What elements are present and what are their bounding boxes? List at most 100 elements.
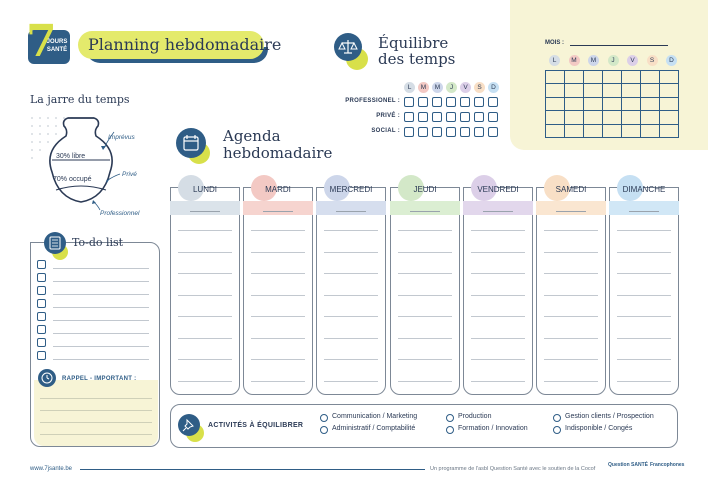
equilibre-checkbox[interactable] [460, 97, 470, 107]
calendar-cell[interactable] [602, 123, 622, 139]
activity-radio[interactable] [320, 426, 328, 434]
agenda-write-line[interactable] [617, 316, 671, 317]
agenda-write-line[interactable] [324, 230, 378, 231]
agenda-write-line[interactable] [398, 251, 452, 253]
calendar-cell[interactable] [621, 123, 641, 139]
agenda-write-line[interactable] [544, 359, 598, 360]
agenda-write-line[interactable] [617, 230, 671, 231]
agenda-day-column[interactable] [243, 187, 313, 395]
todo-line[interactable] [53, 333, 149, 334]
calendar-cell[interactable] [640, 110, 660, 125]
agenda-write-line[interactable] [544, 230, 598, 231]
agenda-write-line[interactable] [324, 337, 378, 339]
agenda-write-line[interactable] [617, 294, 671, 296]
rappel-line[interactable] [40, 410, 152, 411]
agenda-date-line[interactable] [190, 211, 220, 212]
rappel-line[interactable] [40, 398, 152, 399]
calendar-cell[interactable] [545, 110, 565, 125]
agenda-day-column[interactable] [170, 187, 240, 395]
agenda-write-line[interactable] [324, 294, 378, 296]
equilibre-checkbox[interactable] [432, 127, 442, 137]
calendar-cell[interactable] [583, 83, 603, 98]
agenda-write-line[interactable] [471, 230, 525, 231]
equilibre-checkbox[interactable] [446, 127, 456, 137]
calendar-cell[interactable] [545, 123, 565, 139]
agenda-write-line[interactable] [398, 273, 452, 274]
agenda-write-line[interactable] [178, 251, 232, 253]
calendar-cell[interactable] [545, 96, 565, 112]
agenda-write-line[interactable] [471, 337, 525, 339]
agenda-date-line[interactable] [483, 211, 513, 212]
calendar-cell[interactable] [583, 96, 603, 112]
agenda-write-line[interactable] [544, 273, 598, 274]
calendar-cell[interactable] [640, 83, 660, 98]
equilibre-checkbox[interactable] [488, 127, 498, 137]
calendar-cell[interactable] [564, 110, 584, 125]
agenda-write-line[interactable] [471, 380, 525, 382]
agenda-write-line[interactable] [324, 359, 378, 360]
equilibre-checkbox[interactable] [488, 97, 498, 107]
calendar-cell[interactable] [583, 69, 603, 85]
equilibre-checkbox[interactable] [404, 97, 414, 107]
todo-checkbox[interactable] [37, 338, 46, 347]
agenda-write-line[interactable] [324, 316, 378, 317]
agenda-write-line[interactable] [471, 251, 525, 253]
activity-radio[interactable] [320, 414, 328, 422]
calendar-cell[interactable] [659, 110, 679, 125]
calendar-cell[interactable] [583, 123, 603, 139]
activity-radio[interactable] [446, 426, 454, 434]
agenda-write-line[interactable] [544, 380, 598, 382]
agenda-write-line[interactable] [251, 316, 305, 317]
agenda-write-line[interactable] [544, 316, 598, 317]
agenda-write-line[interactable] [324, 380, 378, 382]
agenda-write-line[interactable] [178, 316, 232, 317]
agenda-write-line[interactable] [617, 273, 671, 274]
rappel-line[interactable] [40, 434, 152, 435]
agenda-write-line[interactable] [398, 230, 452, 231]
agenda-date-line[interactable] [629, 211, 659, 212]
calendar-cell[interactable] [564, 123, 584, 139]
calendar-cell[interactable] [564, 83, 584, 98]
calendar-cell[interactable] [640, 69, 660, 85]
agenda-write-line[interactable] [251, 337, 305, 339]
agenda-write-line[interactable] [544, 294, 598, 296]
equilibre-checkbox[interactable] [460, 127, 470, 137]
todo-line[interactable] [53, 307, 149, 308]
calendar-cell[interactable] [545, 69, 565, 85]
equilibre-checkbox[interactable] [446, 112, 456, 122]
calendar-cell[interactable] [659, 96, 679, 112]
calendar-grid[interactable] [545, 69, 679, 139]
todo-line[interactable] [53, 320, 149, 321]
agenda-day-column[interactable] [536, 187, 606, 395]
equilibre-checkbox[interactable] [446, 97, 456, 107]
calendar-cell[interactable] [545, 83, 565, 98]
footer-url[interactable]: www.7jsante.be [30, 466, 73, 472]
activity-radio[interactable] [553, 414, 561, 422]
calendar-cell[interactable] [640, 123, 660, 139]
agenda-write-line[interactable] [251, 359, 305, 360]
equilibre-checkbox[interactable] [418, 97, 428, 107]
todo-checkbox[interactable] [37, 273, 46, 282]
todo-checkbox[interactable] [37, 312, 46, 321]
mois-field-line[interactable] [570, 45, 668, 46]
agenda-write-line[interactable] [398, 316, 452, 317]
agenda-write-line[interactable] [471, 316, 525, 317]
agenda-write-line[interactable] [178, 380, 232, 382]
todo-checkbox[interactable] [37, 351, 46, 360]
calendar-cell[interactable] [602, 69, 622, 85]
calendar-cell[interactable] [621, 69, 641, 85]
agenda-write-line[interactable] [398, 359, 452, 360]
agenda-date-line[interactable] [263, 211, 293, 212]
equilibre-checkbox[interactable] [418, 112, 428, 122]
agenda-day-column[interactable] [463, 187, 533, 395]
todo-line[interactable] [53, 281, 149, 282]
todo-checkbox[interactable] [37, 299, 46, 308]
todo-line[interactable] [53, 294, 149, 295]
equilibre-checkbox[interactable] [404, 127, 414, 137]
calendar-cell[interactable] [621, 110, 641, 125]
agenda-write-line[interactable] [617, 251, 671, 253]
equilibre-checkbox[interactable] [474, 127, 484, 137]
calendar-cell[interactable] [602, 96, 622, 112]
calendar-cell[interactable] [621, 83, 641, 98]
agenda-write-line[interactable] [251, 230, 305, 231]
